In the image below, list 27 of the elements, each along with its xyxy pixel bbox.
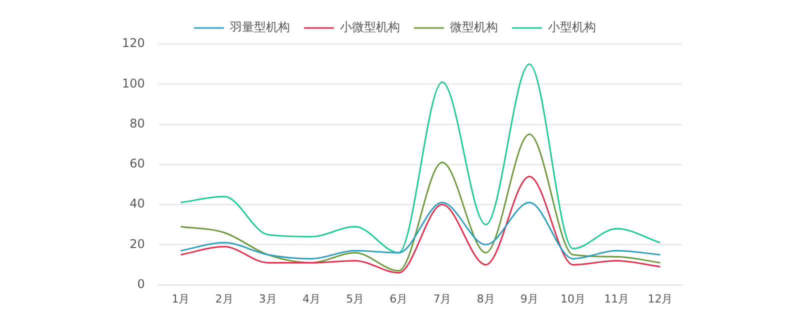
- line-series: [180, 176, 661, 274]
- legend-label: 小型机构: [548, 20, 596, 34]
- x-tick-label: 3月: [258, 292, 277, 306]
- line-series: [180, 134, 661, 272]
- x-tick-label: 1月: [172, 292, 190, 306]
- legend-label: 小微型机构: [340, 20, 400, 34]
- y-tick-label: 60: [130, 156, 145, 171]
- x-tick-label: 8月: [476, 292, 495, 306]
- legend-label: 羽量型机构: [229, 20, 290, 34]
- x-tick-label: 9月: [520, 292, 538, 306]
- x-tick-label: 5月: [346, 292, 364, 306]
- x-tick-label: 4月: [302, 292, 320, 306]
- x-tick-label: 6月: [390, 292, 408, 306]
- y-tick-label: 80: [130, 116, 145, 130]
- x-tick-label: 12月: [648, 292, 673, 306]
- x-tick-label: 2月: [215, 292, 234, 306]
- y-tick-label: 120: [122, 36, 145, 50]
- x-tick-label: 11月: [604, 292, 630, 306]
- x-tick-label: 10月: [560, 292, 586, 306]
- x-tick-label: 7月: [433, 292, 452, 306]
- line-series: [180, 202, 661, 260]
- legend-label: 微型机构: [450, 20, 498, 34]
- y-tick-label: 0: [137, 276, 145, 291]
- y-tick-label: 100: [122, 76, 145, 90]
- y-tick-label: 40: [130, 196, 145, 211]
- line-series: [180, 63, 661, 254]
- y-tick-label: 20: [130, 236, 145, 251]
